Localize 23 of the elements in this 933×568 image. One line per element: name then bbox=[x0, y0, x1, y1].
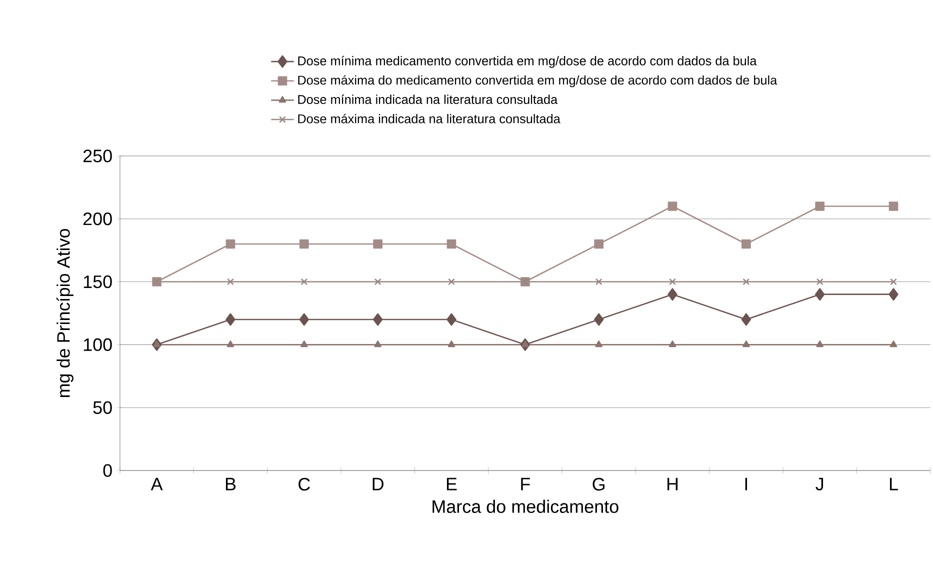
y-tick-label: 0 bbox=[103, 464, 112, 477]
x-axis-title: Marca do medicamento bbox=[432, 500, 618, 514]
x-tick-label: D bbox=[372, 478, 384, 490]
x-tick-label: J bbox=[816, 478, 824, 491]
y-tick-label: 100 bbox=[84, 338, 112, 352]
y-tick-label: 200 bbox=[83, 212, 112, 226]
y-tick-label: 150 bbox=[84, 275, 112, 288]
x-tick-label: I bbox=[745, 478, 748, 490]
y-tick-label: 250 bbox=[83, 150, 112, 162]
legend-label: Dose mínima indicada na literatura consultada bbox=[298, 94, 558, 104]
x-tick-label: F bbox=[521, 478, 530, 490]
x-tick-label: H bbox=[667, 478, 678, 490]
y-tick-label: 50 bbox=[93, 401, 112, 414]
legend-label: Dose máxima indicada na literatura consultada bbox=[298, 114, 560, 124]
x-tick-label: E bbox=[446, 478, 457, 490]
y-axis-title: mg de Princípio Ativo bbox=[56, 229, 74, 398]
legend-label: Dose máxima do medicamento convertida em mg/dose de acordo com dados de bula bbox=[298, 75, 778, 88]
x-tick-label: B bbox=[226, 478, 236, 490]
legend-label: Dose mínima medicamento convertida em mg/dose de acordo com dados da bula bbox=[298, 56, 757, 68]
x-tick-label: C bbox=[298, 478, 310, 491]
x-tick-label: L bbox=[890, 478, 898, 490]
x-tick-label: A bbox=[150, 478, 163, 490]
x-tick-label: G bbox=[592, 478, 604, 491]
